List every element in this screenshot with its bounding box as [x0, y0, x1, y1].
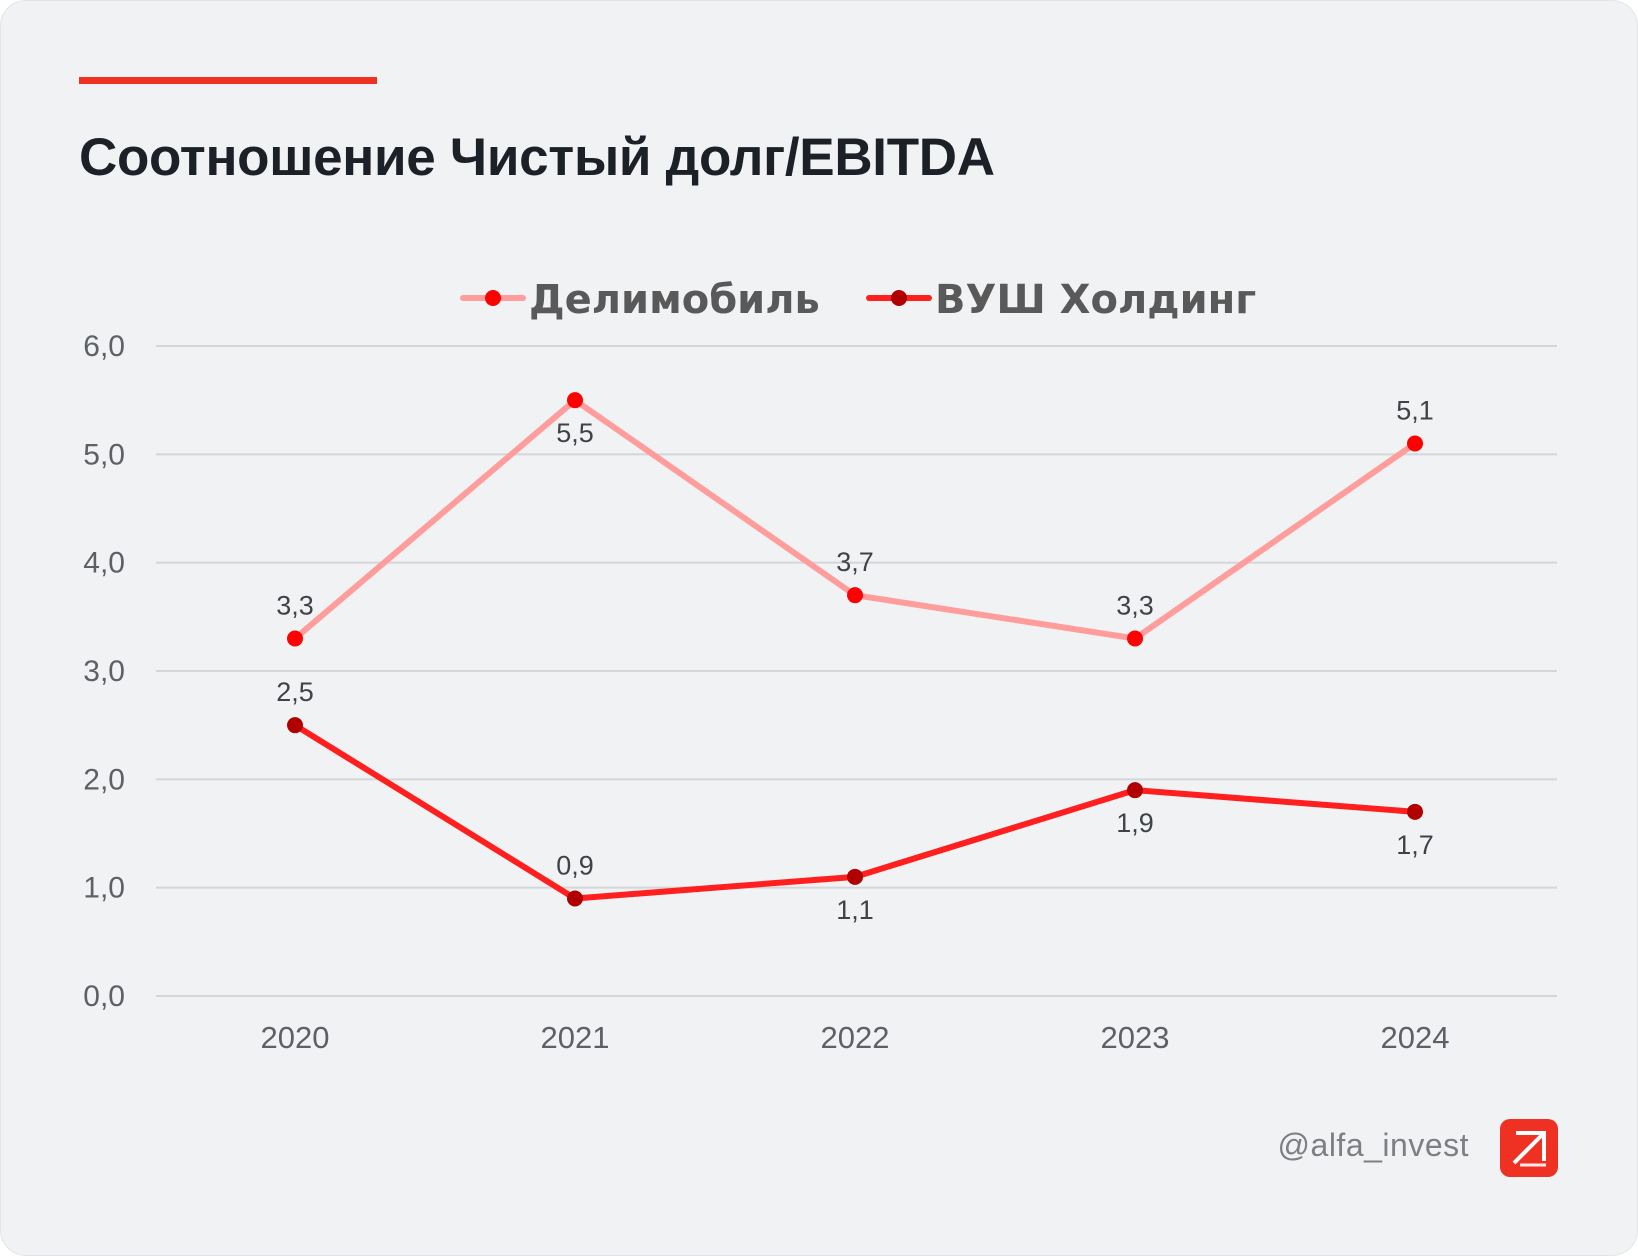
data-point	[1127, 630, 1143, 647]
data-point	[1127, 782, 1143, 799]
alfa-arrow-icon	[1500, 1119, 1558, 1177]
legend-marker	[485, 290, 501, 306]
data-label: 2,5	[276, 677, 314, 707]
data-point	[1407, 803, 1423, 820]
y-tick-label: 2,0	[83, 763, 125, 796]
footer-handle: @alfa_invest	[1277, 1127, 1469, 1163]
y-tick-label: 3,0	[83, 655, 125, 688]
data-label: 5,1	[1396, 396, 1434, 426]
data-label: 1,1	[836, 895, 874, 925]
data-label: 3,7	[836, 547, 874, 577]
y-tick-label: 5,0	[83, 438, 125, 471]
data-label: 1,7	[1396, 830, 1434, 860]
y-tick-label: 0,0	[83, 980, 125, 1013]
y-tick-label: 1,0	[83, 872, 125, 905]
x-tick-label: 2021	[541, 1020, 610, 1055]
accent-bar	[79, 77, 377, 84]
y-tick-label: 4,0	[83, 547, 125, 580]
data-point	[847, 868, 863, 885]
data-point	[567, 392, 583, 409]
data-label: 3,3	[276, 591, 314, 621]
data-point	[287, 630, 303, 647]
data-label: 5,5	[556, 418, 594, 448]
legend-label: Делимобиль	[529, 277, 820, 323]
y-tick-label: 6,0	[83, 330, 125, 363]
legend-label: ВУШ Холдинг	[935, 277, 1256, 323]
data-label: 3,3	[1116, 591, 1154, 621]
x-tick-label: 2022	[821, 1020, 890, 1055]
legend-marker	[891, 290, 907, 306]
x-tick-label: 2020	[261, 1020, 330, 1055]
data-label: 1,9	[1116, 808, 1154, 838]
x-tick-label: 2023	[1101, 1020, 1170, 1055]
data-point	[287, 717, 303, 734]
data-label: 0,9	[556, 851, 594, 881]
chart-title: Соотношение Чистый долг/EBITDA	[79, 128, 995, 187]
data-point	[1407, 435, 1423, 452]
x-tick-label: 2024	[1381, 1020, 1450, 1055]
data-point	[567, 890, 583, 907]
data-point	[847, 587, 863, 604]
